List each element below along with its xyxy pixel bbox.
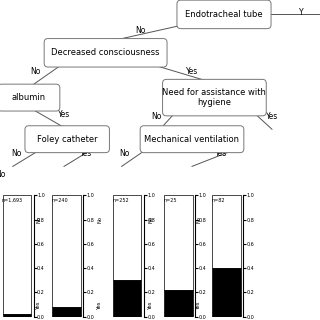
Text: No: No bbox=[11, 149, 21, 158]
FancyBboxPatch shape bbox=[140, 126, 244, 153]
Text: Decreased consciousness: Decreased consciousness bbox=[51, 48, 160, 57]
Text: Need for assistance with
hygiene: Need for assistance with hygiene bbox=[163, 88, 266, 107]
Text: albumin: albumin bbox=[12, 93, 46, 102]
Text: Yes: Yes bbox=[186, 67, 198, 76]
Text: Yes: Yes bbox=[80, 149, 92, 158]
Text: Foley catheter: Foley catheter bbox=[37, 135, 98, 144]
Text: Endotracheal tube: Endotracheal tube bbox=[185, 10, 263, 19]
Text: No: No bbox=[152, 112, 162, 121]
Text: No: No bbox=[0, 170, 5, 179]
Text: No: No bbox=[120, 149, 130, 158]
Text: Yes: Yes bbox=[266, 112, 278, 121]
Text: Yes: Yes bbox=[58, 110, 70, 119]
FancyBboxPatch shape bbox=[44, 38, 167, 67]
Text: No: No bbox=[136, 26, 146, 35]
FancyBboxPatch shape bbox=[0, 84, 60, 111]
Text: No: No bbox=[30, 68, 40, 76]
FancyBboxPatch shape bbox=[25, 126, 109, 153]
Text: Y: Y bbox=[299, 8, 303, 17]
FancyBboxPatch shape bbox=[163, 79, 266, 116]
Text: Mechanical ventilation: Mechanical ventilation bbox=[145, 135, 239, 144]
Text: Yes: Yes bbox=[215, 149, 227, 158]
FancyBboxPatch shape bbox=[177, 0, 271, 28]
